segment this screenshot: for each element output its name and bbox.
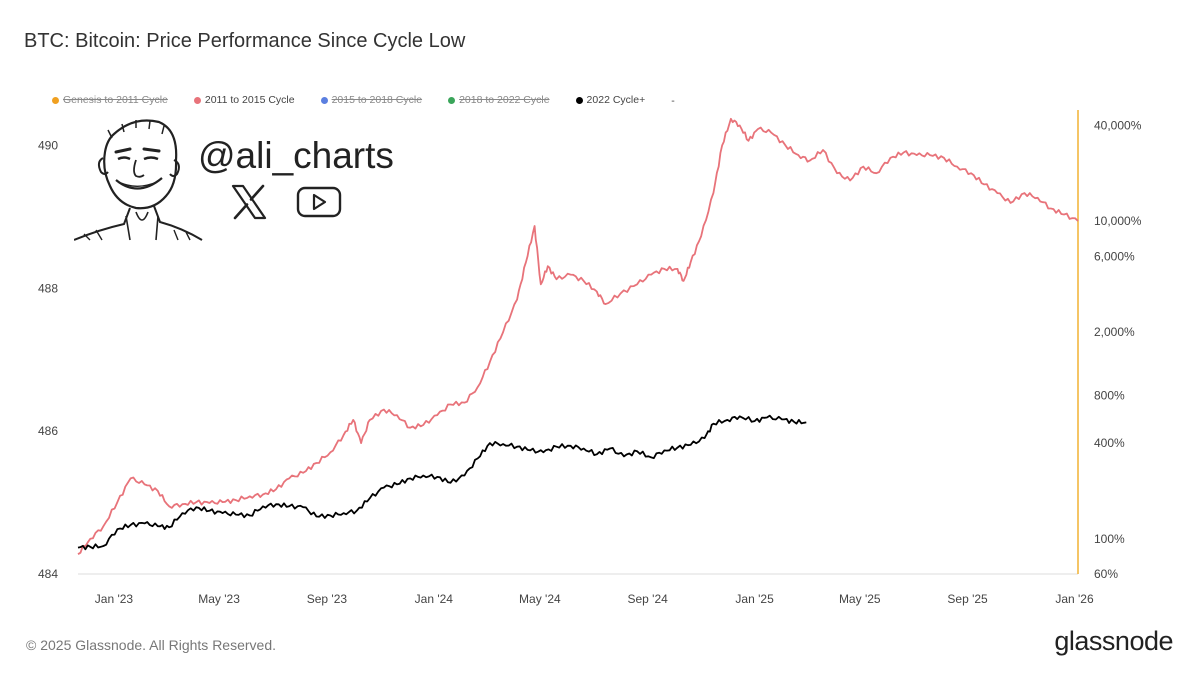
- series-line-0: [77, 117, 1079, 555]
- legend-item-0[interactable]: Genesis to 2011 Cycle: [52, 94, 168, 106]
- legend-item-4[interactable]: 2022 Cycle+: [575, 94, 646, 106]
- legend-item-3[interactable]: 2018 to 2022 Cycle: [448, 94, 550, 106]
- legend-marker-icon: [193, 96, 201, 104]
- chart-title: BTC: Bitcoin: Price Performance Since Cy…: [24, 30, 466, 52]
- y-right-tick-label: 40,000%: [1094, 118, 1142, 132]
- x-tick-label: Sep '24: [628, 592, 669, 606]
- x-tick-label: Jan '23: [95, 592, 134, 606]
- legend-marker-icon: [52, 96, 59, 104]
- y-right-tick-label: 60%: [1094, 567, 1118, 581]
- legend-item-2[interactable]: 2015 to 2018 Cycle: [320, 94, 423, 106]
- y-right-tick-label: 2,000%: [1094, 325, 1135, 339]
- y-right-tick-label: 800%: [1094, 388, 1125, 402]
- series-line-1: [77, 414, 807, 551]
- y-right-tick-label: 400%: [1094, 436, 1125, 450]
- legend-label: 2011 to 2015 Cycle: [204, 94, 295, 106]
- x-tick-label: Jan '26: [1055, 592, 1094, 606]
- legend-label: 2015 to 2018 Cycle: [331, 94, 423, 106]
- x-tick-label: May '25: [839, 592, 881, 606]
- y-right-tick-label: 10,000%: [1094, 214, 1142, 228]
- x-tick-label: Jan '24: [415, 592, 454, 606]
- chart-legend: Genesis to 2011 Cycle 2011 to 2015 Cycle 2…: [52, 94, 701, 107]
- x-tick-label: Jan '25: [735, 592, 774, 606]
- x-tick-label: Sep '25: [947, 592, 988, 606]
- legend-item-1[interactable]: 2011 to 2015 Cycle: [193, 94, 295, 106]
- copyright-text: © 2025 Glassnode. All Rights Reserved.: [26, 637, 277, 653]
- legend-label: 2018 to 2022 Cycle: [459, 94, 550, 106]
- y-left-tick-label: 490: [38, 139, 58, 153]
- y-left-tick-label: 486: [38, 424, 58, 438]
- legend-label: 2022 Cycle+: [586, 94, 646, 106]
- y-right-tick-label: 6,000%: [1094, 249, 1135, 263]
- meme-face-icon: [74, 119, 203, 241]
- glassnode-logo[interactable]: glassnode: [1054, 626, 1173, 656]
- watermark-handle: @ali_charts: [198, 135, 394, 176]
- youtube-icon: [296, 186, 342, 218]
- legend-marker-icon: [320, 96, 328, 104]
- x-tick-label: May '24: [519, 592, 561, 606]
- x-tick-label: Sep '23: [307, 592, 348, 606]
- legend-marker-icon: [575, 96, 583, 104]
- legend-label: Genesis to 2011 Cycle: [63, 94, 168, 106]
- y-left-tick-label: 488: [38, 281, 58, 295]
- legend-label: -: [671, 94, 675, 107]
- y-left-tick-label: 484: [38, 567, 58, 581]
- x-tick-label: May '23: [198, 592, 240, 606]
- x-logo-icon: [231, 184, 267, 220]
- legend-item-5[interactable]: -: [671, 95, 675, 107]
- legend-marker-icon: [448, 96, 456, 104]
- y-right-tick-label: 100%: [1094, 532, 1125, 546]
